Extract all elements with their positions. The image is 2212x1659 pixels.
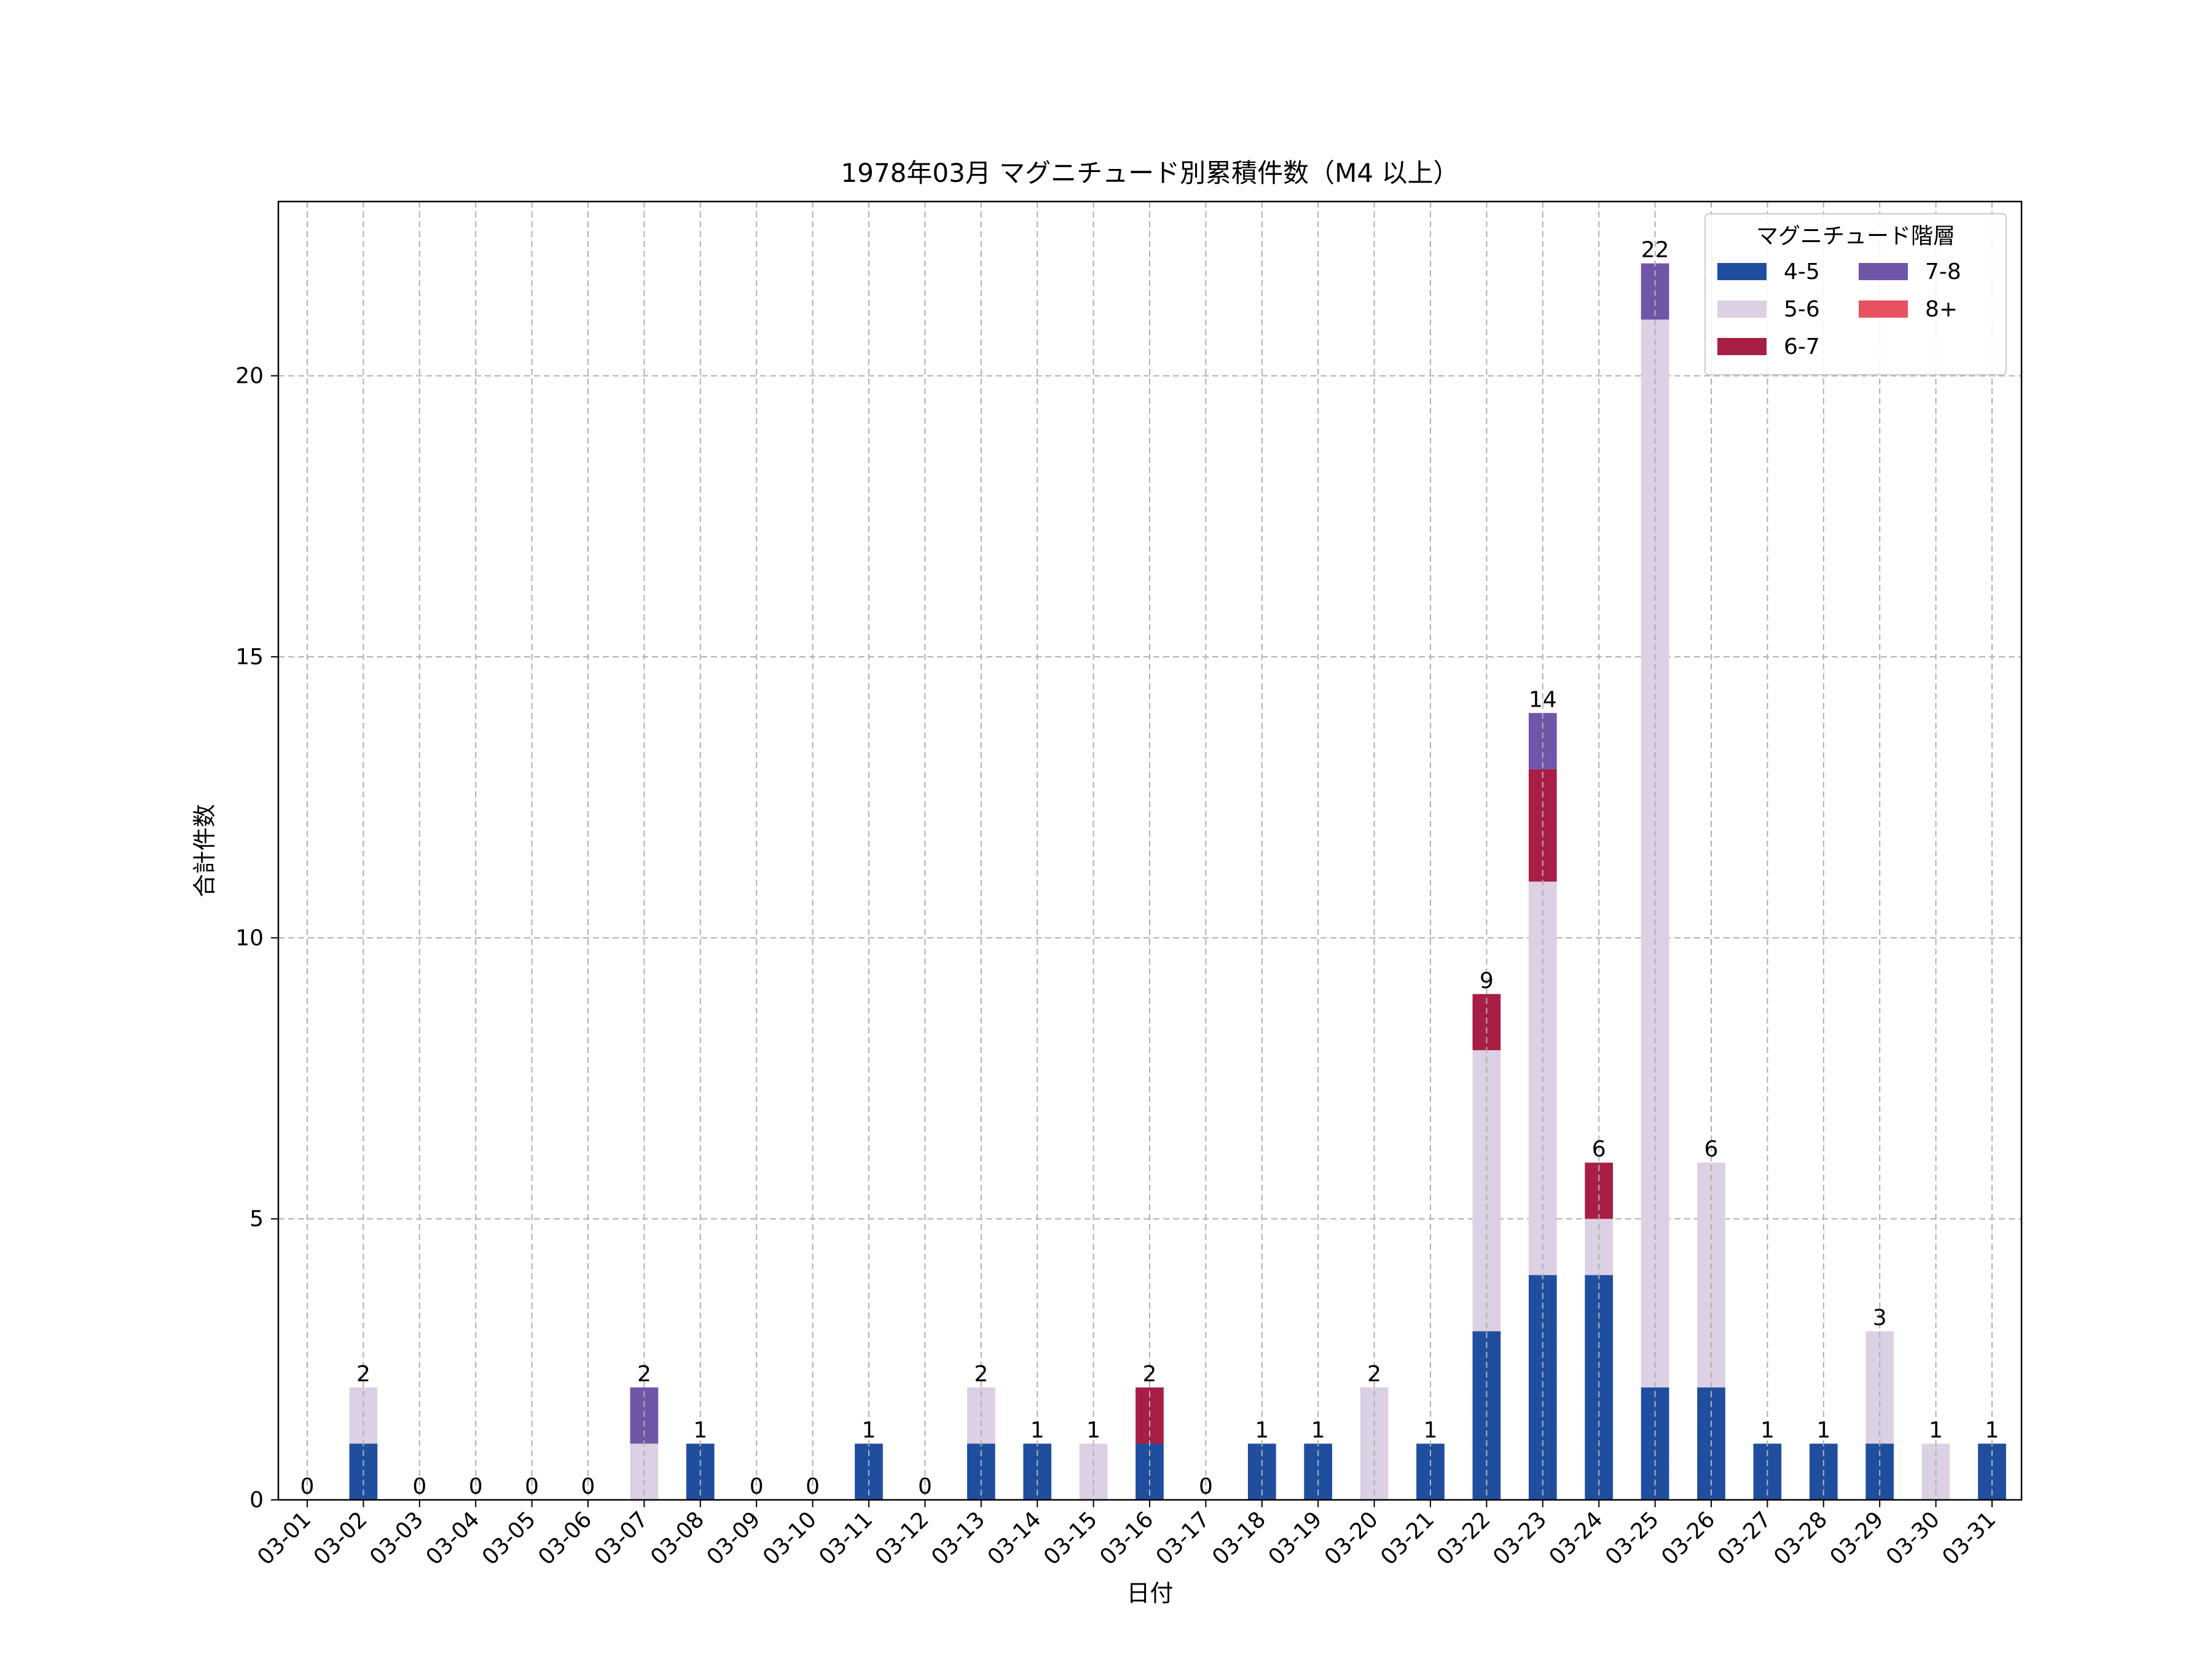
legend-label: 7-8 [1925, 259, 1961, 284]
legend-label: 5-6 [1784, 297, 1820, 322]
legend-label: 4-5 [1784, 259, 1820, 284]
bar-total-label: 3 [1873, 1306, 1887, 1331]
y-axis-title: 合計件数 [191, 804, 218, 897]
bar-total-label: 0 [469, 1474, 483, 1499]
bar-total-label: 2 [1143, 1362, 1157, 1387]
bar-total-label: 1 [1311, 1418, 1325, 1443]
legend-swatch [1717, 338, 1767, 355]
bar-segment [1865, 1331, 1894, 1444]
legend: マグニチュード階層 4-5 5-6 6-7 7-8 8+ [1704, 213, 2007, 375]
bar-total-label: 0 [300, 1474, 315, 1499]
bar-total-label: 1 [1760, 1418, 1775, 1443]
legend-swatch [1717, 263, 1767, 280]
bar-total-label: 22 [1641, 238, 1669, 263]
bar-total-label: 6 [1704, 1137, 1719, 1162]
bar-total-label: 2 [1367, 1362, 1381, 1387]
y-tick-label: 15 [235, 645, 264, 670]
bar-total-label: 1 [1985, 1418, 1999, 1443]
bar-total-label: 0 [750, 1474, 764, 1499]
bar-total-label: 2 [974, 1362, 988, 1387]
bar-total-label: 1 [1424, 1418, 1438, 1443]
bar-total-label: 0 [1199, 1474, 1213, 1499]
legend-label: 8+ [1925, 297, 1958, 322]
bar-total-label: 1 [1816, 1418, 1830, 1443]
bar-total-label: 1 [1030, 1418, 1045, 1443]
chart-title: 1978年03月 マグニチュード別累積件数（M4 以上） [841, 158, 1459, 188]
legend-swatch [1859, 263, 1908, 280]
bar-total-label: 1 [862, 1418, 876, 1443]
bar-total-label: 2 [637, 1362, 651, 1387]
bar-total-label: 0 [806, 1474, 820, 1499]
legend-label: 6-7 [1784, 334, 1820, 359]
legend-swatch [1859, 300, 1908, 318]
bar-total-label: 0 [412, 1474, 426, 1499]
bar-total-label: 14 [1529, 687, 1557, 712]
legend-box [1704, 213, 2007, 375]
bar-total-label: 2 [356, 1362, 371, 1387]
y-tick-label: 5 [249, 1207, 264, 1232]
bar-total-label: 0 [581, 1474, 595, 1499]
x-axis-title: 日付 [1126, 1580, 1173, 1607]
bar-total-label: 9 [1480, 968, 1494, 994]
data-labels: 0 2 0 0 0 0 2 1 0 0 1 0 2 1 1 2 0 1 1 2 1 9 14 6 22 6 1 1 3 1 1 [300, 202, 1999, 1500]
legend-swatch [1717, 300, 1767, 318]
bar-total-label: 1 [693, 1418, 707, 1443]
y-tick-label: 20 [235, 364, 264, 389]
bar-total-label: 6 [1592, 1137, 1606, 1162]
y-tick-label: 0 [249, 1488, 264, 1513]
bar-segment [1528, 713, 1557, 769]
bar-total-label: 1 [1255, 1418, 1269, 1443]
bar-total-label: 1 [1929, 1418, 1943, 1443]
bar-total-label: 0 [525, 1474, 539, 1499]
bar-total-label: 0 [918, 1474, 932, 1499]
y-tick-label: 10 [235, 925, 264, 951]
legend-title: マグニチュード階層 [1756, 224, 1955, 249]
bar-total-label: 1 [1086, 1418, 1100, 1443]
